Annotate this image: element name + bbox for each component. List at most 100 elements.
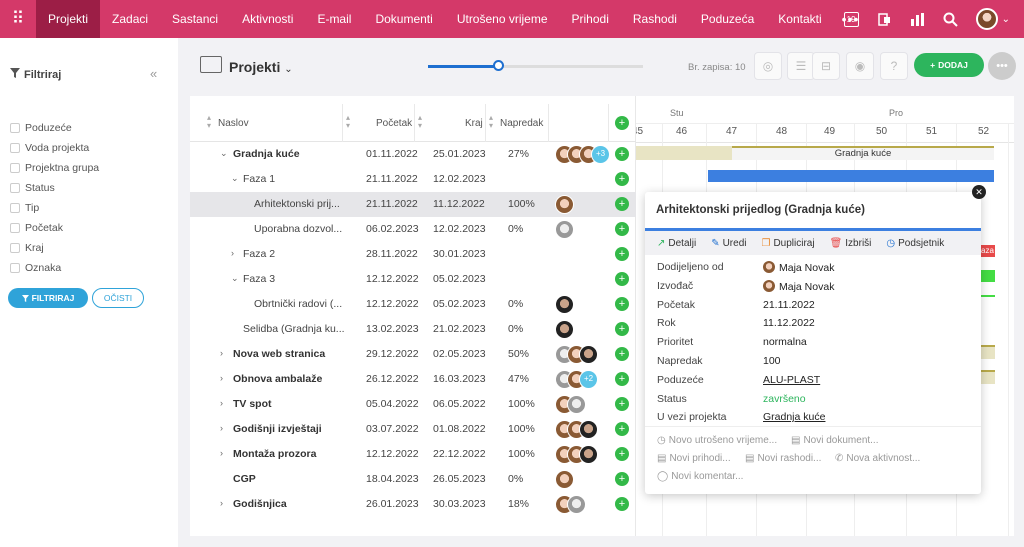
nav-utroseno-vrijeme[interactable]: Utrošeno vrijeme: [456, 12, 548, 26]
chevron-down-icon[interactable]: ⌄: [231, 173, 239, 183]
search-icon[interactable]: [943, 12, 958, 27]
avatar[interactable]: [555, 470, 574, 489]
gantt-bar-obrtnicki[interactable]: [981, 295, 995, 297]
column-naslov[interactable]: Naslov: [218, 118, 249, 129]
avatar[interactable]: [555, 220, 574, 239]
gantt-bar-faza-3[interactable]: [981, 270, 995, 282]
list-view-icon[interactable]: ☰: [787, 52, 815, 80]
filter-projektna-grupa[interactable]: Projektna grupa: [10, 158, 99, 178]
nav-sastanci[interactable]: Sastanci: [172, 12, 219, 26]
row-title[interactable]: Godišnji izvještaji: [233, 423, 322, 435]
nav-email[interactable]: E-mail: [317, 12, 352, 26]
new-activity-link[interactable]: ✆ Nova aktivnost...: [835, 453, 920, 464]
new-expense-link[interactable]: ▤ Novi rashodi...: [745, 453, 821, 464]
add-subitem-icon[interactable]: +: [615, 472, 629, 486]
filter-pocetak[interactable]: Početak: [10, 218, 99, 238]
add-subitem-icon[interactable]: +: [615, 147, 629, 161]
add-subitem-icon[interactable]: +: [615, 397, 629, 411]
duplicate-button[interactable]: ❐ Dupliciraj: [761, 238, 814, 249]
avatar[interactable]: [555, 295, 574, 314]
filter-kraj[interactable]: Kraj: [10, 238, 99, 258]
checkbox[interactable]: [10, 183, 20, 193]
table-row[interactable]: › TV spot 05.04.2022 06.05.2022 100% +: [190, 392, 636, 417]
table-row[interactable]: › Obnova ambalaže 26.12.2022 16.03.2023 47% +…: [190, 367, 636, 392]
user-avatar[interactable]: [975, 8, 998, 30]
checkbox[interactable]: [10, 163, 20, 173]
more-options-icon[interactable]: •••: [988, 52, 1016, 80]
table-row[interactable]: › Montaža prozora 12.12.2022 22.12.2022 100%…: [190, 442, 636, 467]
filter-status[interactable]: Status: [10, 178, 99, 198]
chevron-right-icon[interactable]: ›: [220, 398, 223, 408]
checkbox[interactable]: [10, 123, 20, 133]
avatar[interactable]: [567, 395, 586, 414]
row-title[interactable]: Nova web stranica: [233, 348, 326, 360]
calendar-icon[interactable]: 19: [843, 11, 859, 27]
table-row[interactable]: › Godišnjica 26.01.2023 30.03.2023 18% +: [190, 492, 636, 517]
add-subitem-icon[interactable]: +: [615, 322, 629, 336]
office-icon[interactable]: [877, 12, 892, 27]
new-document-link[interactable]: ▤ Novi dokument...: [791, 435, 879, 446]
nav-projekti[interactable]: Projekti: [36, 0, 101, 38]
field-value[interactable]: Gradnja kuće: [763, 411, 826, 424]
chevron-down-icon[interactable]: ⌄: [231, 273, 239, 283]
gantt-bar-faza-1[interactable]: [708, 170, 994, 182]
table-row[interactable]: ⌄ Faza 1 21.11.2022 12.02.2023 +: [190, 167, 636, 192]
table-row[interactable]: Arhitektonski prij... 21.11.2022 11.12.202…: [190, 192, 636, 217]
avatar[interactable]: [579, 345, 598, 364]
avatar[interactable]: [579, 445, 598, 464]
gantt-bar-completed[interactable]: [636, 146, 732, 160]
zoom-slider-handle[interactable]: [492, 60, 504, 71]
new-time-link[interactable]: ◷ Novo utrošeno vrijeme...: [657, 435, 777, 446]
nav-aktivnosti[interactable]: Aktivnosti: [242, 12, 294, 26]
add-subitem-icon[interactable]: +: [615, 422, 629, 436]
eye-icon[interactable]: ◉: [846, 52, 874, 80]
table-row[interactable]: CGP 18.04.2023 26.05.2023 0% +: [190, 467, 636, 492]
checkbox[interactable]: [10, 143, 20, 153]
filter-button[interactable]: FILTRIRAJ: [8, 288, 88, 308]
add-subitem-icon[interactable]: +: [615, 497, 629, 511]
add-subitem-icon[interactable]: +: [615, 297, 629, 311]
new-income-link[interactable]: ▤ Novi prihodi...: [657, 453, 731, 464]
more-members-badge[interactable]: +3: [591, 145, 610, 164]
chevron-right-icon[interactable]: ›: [220, 448, 223, 458]
apps-grid-icon[interactable]: ⠿: [11, 9, 25, 28]
chevron-right-icon[interactable]: ›: [220, 498, 223, 508]
chevron-right-icon[interactable]: ›: [231, 248, 234, 258]
gantt-view-icon[interactable]: ⊟: [812, 52, 840, 80]
row-title[interactable]: Faza 3: [243, 273, 276, 285]
details-button[interactable]: ↗ Detalji: [657, 238, 696, 249]
add-subitem-icon[interactable]: +: [615, 372, 629, 386]
row-title[interactable]: TV spot: [233, 398, 272, 410]
add-subitem-icon[interactable]: +: [615, 172, 629, 186]
help-icon[interactable]: ?: [880, 52, 908, 80]
nav-dokumenti[interactable]: Dokumenti: [375, 12, 433, 26]
add-subitem-icon[interactable]: +: [615, 447, 629, 461]
reminder-button[interactable]: ◷ Podsjetnik: [886, 238, 944, 249]
gantt-bar-faza-2[interactable]: aza: [981, 245, 995, 257]
table-row[interactable]: ⌄ Faza 3 12.12.2022 05.02.2023 +: [190, 267, 636, 292]
zoom-slider-track[interactable]: [428, 65, 643, 68]
sort-icon[interactable]: ▴ ▾: [207, 113, 212, 130]
more-nav-icon[interactable]: •••: [841, 11, 860, 27]
nav-kontakti[interactable]: Kontakti: [778, 12, 822, 26]
gantt-bar-obnova[interactable]: [981, 370, 995, 384]
filter-tip[interactable]: Tip: [10, 198, 99, 218]
new-comment-link[interactable]: ◯ Novi komentar...: [657, 471, 743, 482]
table-row[interactable]: Selidba (Gradnja ku... 13.02.2023 21.02.20…: [190, 317, 636, 342]
chevron-right-icon[interactable]: ›: [220, 373, 223, 383]
avatar[interactable]: [579, 420, 598, 439]
avatar[interactable]: [555, 195, 574, 214]
row-title[interactable]: Godišnjica: [233, 498, 287, 510]
avatar[interactable]: [567, 495, 586, 514]
row-title[interactable]: Arhitektonski prij...: [254, 198, 340, 210]
column-napredak[interactable]: Napredak: [500, 118, 544, 129]
row-title[interactable]: Uporabna dozvol...: [254, 223, 343, 235]
clear-button[interactable]: OČISTI: [92, 288, 144, 308]
add-row-icon[interactable]: +: [615, 116, 629, 130]
row-title[interactable]: CGP: [233, 473, 256, 485]
avatar[interactable]: [555, 320, 574, 339]
field-value[interactable]: ALU-PLAST: [763, 373, 821, 386]
table-row[interactable]: Obrtnički radovi (... 12.12.2022 05.02.202…: [190, 292, 636, 317]
nav-zadaci[interactable]: Zadaci: [112, 12, 149, 26]
row-title[interactable]: Obnova ambalaže: [233, 373, 323, 385]
